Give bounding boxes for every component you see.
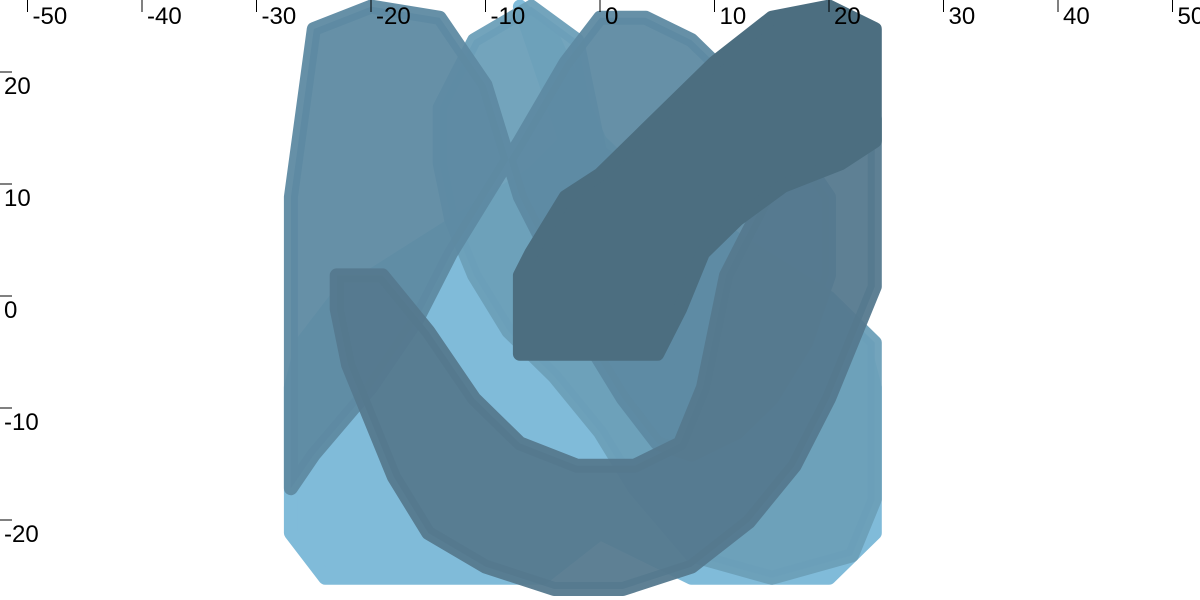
x-tick-label: -10 <box>491 3 526 30</box>
x-tick-label: -20 <box>376 3 411 30</box>
x-tick-label: 10 <box>720 3 747 30</box>
x-tick-label: -50 <box>33 3 68 30</box>
x-tick-label: -30 <box>262 3 297 30</box>
x-tick-label: 0 <box>605 3 618 30</box>
y-tick-label: 10 <box>4 185 31 212</box>
series-3-area <box>329 100 882 596</box>
x-axis: -50 -40 -30 -20 -10 0 10 20 30 40 50 <box>27 0 1200 30</box>
x-tick-label: 20 <box>834 3 861 30</box>
x-tick-label: -40 <box>147 3 182 30</box>
y-axis: 20 10 0 -10 -20 <box>0 71 39 548</box>
y-tick-label: 0 <box>4 297 17 324</box>
y-tick-label: 20 <box>4 73 31 100</box>
series-layer <box>283 0 882 596</box>
series-4-area <box>512 0 882 361</box>
y-tick-label: -10 <box>4 409 39 436</box>
x-tick-label: 30 <box>949 3 976 30</box>
y-tick-label: -20 <box>4 521 39 548</box>
x-tick-label: 40 <box>1063 3 1090 30</box>
x-tick-label: 50 <box>1178 3 1200 30</box>
